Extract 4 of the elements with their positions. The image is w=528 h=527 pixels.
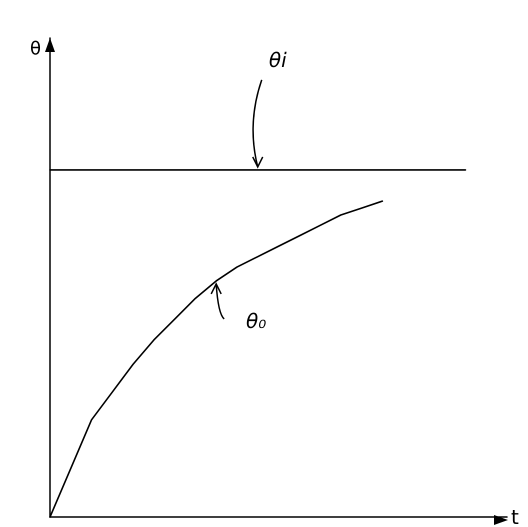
x-axis-title: t (511, 505, 519, 527)
text: θ (30, 38, 42, 60)
text: θi (268, 48, 288, 72)
series-label: θ₀ (246, 308, 266, 333)
